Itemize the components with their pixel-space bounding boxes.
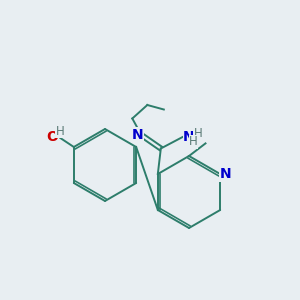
Text: H: H	[56, 125, 65, 138]
Text: N: N	[132, 128, 143, 142]
Text: N: N	[220, 167, 231, 181]
Text: O: O	[46, 130, 58, 143]
Text: N: N	[183, 130, 195, 144]
Text: H: H	[189, 135, 198, 148]
Text: H: H	[194, 127, 202, 140]
